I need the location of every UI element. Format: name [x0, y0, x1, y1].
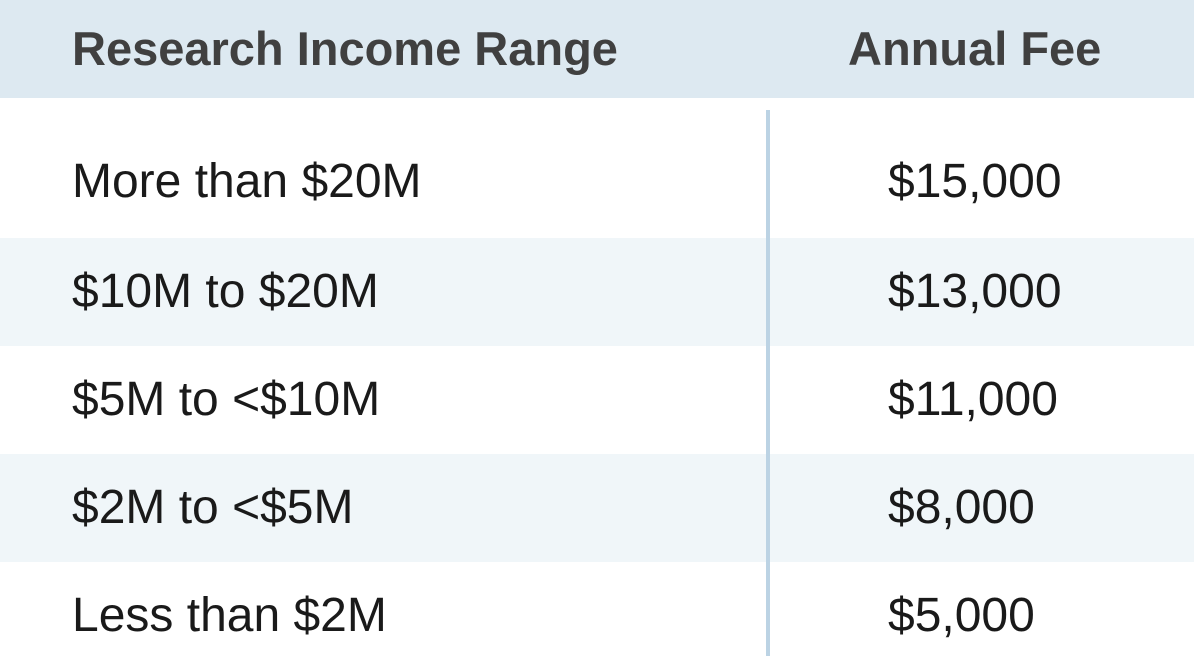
range-cell: $5M to <$10M [72, 373, 381, 426]
table-row: $10M to $20M $13,000 [0, 238, 1194, 346]
table-row: $2M to <$5M $8,000 [0, 454, 1194, 562]
range-cell: $2M to <$5M [72, 481, 354, 534]
header-annual-fee: Annual Fee [848, 22, 1102, 75]
column-divider [766, 110, 770, 656]
fee-cell: $15,000 [888, 155, 1062, 208]
table-header: Research Income Range Annual Fee [0, 0, 1194, 98]
fee-cell: $13,000 [888, 265, 1062, 318]
header-research-income-range: Research Income Range [72, 22, 618, 75]
range-cell: Less than $2M [72, 589, 387, 642]
range-cell: $10M to $20M [72, 265, 379, 318]
table-row: Less than $2M $5,000 [0, 562, 1194, 670]
fee-cell: $8,000 [888, 481, 1035, 534]
fee-cell: $11,000 [888, 373, 1058, 426]
table-row: More than $20M $15,000 [0, 128, 1194, 236]
range-cell: More than $20M [72, 155, 422, 208]
table-row: $5M to <$10M $11,000 [0, 346, 1194, 454]
fee-cell: $5,000 [888, 589, 1035, 642]
